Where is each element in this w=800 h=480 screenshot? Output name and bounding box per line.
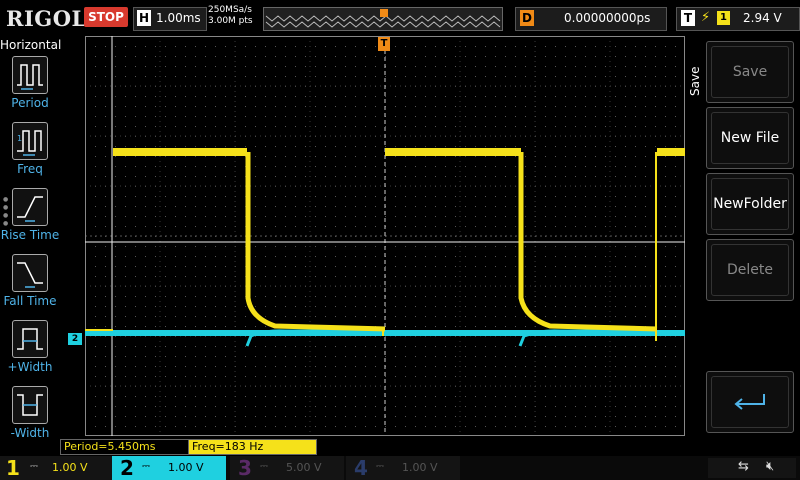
measure-menu-title: Horizontal bbox=[0, 38, 62, 52]
measure-positive-width-item[interactable]: +Width bbox=[0, 320, 60, 382]
waveform-display[interactable] bbox=[60, 36, 685, 452]
rise-time-icon bbox=[12, 188, 48, 226]
trigger-edge-icon: ⚡ bbox=[701, 10, 711, 25]
measure-rise-time-item[interactable]: Rise Time bbox=[0, 188, 60, 250]
new-folder-button[interactable]: NewFolder bbox=[706, 173, 794, 235]
delay-value: 0.00000000ps bbox=[564, 11, 651, 25]
measure-fall-time-item[interactable]: Fall Time bbox=[0, 254, 60, 316]
measure-freq-label: Freq bbox=[17, 162, 43, 176]
acquisition-info: 250MSa/s 3.00M pts bbox=[208, 5, 253, 27]
negative-width-icon bbox=[12, 386, 48, 424]
horizontal-timebase-box[interactable]: H 1.00ms bbox=[133, 7, 207, 31]
measure-rise-time-label: Rise Time bbox=[0, 228, 60, 242]
save-button-label: Save bbox=[711, 46, 789, 98]
measure-negative-width-item[interactable]: -Width bbox=[0, 386, 60, 448]
return-button[interactable] bbox=[706, 371, 794, 433]
ch1-coupling-icon: ⎓ bbox=[30, 461, 38, 472]
ch3-scale: 5.00 V bbox=[286, 461, 322, 474]
channel-status-bar: 1 ⎓ 1.00 V 2 ⎓ 1.00 V 3 ⎓ 5.00 V 4 ⎓ 1.0… bbox=[0, 456, 800, 480]
memory-overview-bar[interactable] bbox=[263, 7, 503, 31]
delete-button[interactable]: Delete bbox=[706, 239, 794, 301]
ch2-coupling-icon: ⎓ bbox=[142, 461, 150, 472]
trigger-box[interactable]: T ⚡ 1 2.94 V bbox=[676, 7, 800, 31]
ch1-scale: 1.00 V bbox=[52, 461, 88, 474]
measure-menu: Horizontal Period 1 Freq ● ● ● ● Rise Time … bbox=[0, 36, 62, 456]
return-arrow-icon bbox=[711, 376, 789, 428]
ch3-coupling-icon: ⎓ bbox=[260, 461, 268, 472]
ch4-coupling-icon: ⎓ bbox=[376, 461, 384, 472]
svg-text:1: 1 bbox=[17, 134, 22, 143]
ch2-status[interactable]: 2 ⎓ 1.00 V bbox=[112, 456, 226, 480]
grid-border bbox=[85, 36, 685, 436]
new-file-button-label: New File bbox=[711, 112, 789, 164]
memory-waveform-preview bbox=[265, 9, 501, 28]
memory-depth: 3.00M pts bbox=[208, 16, 253, 26]
period-icon bbox=[12, 56, 48, 94]
ch2-offset-marker[interactable]: 2 bbox=[68, 333, 82, 345]
status-icons-area: ⇆ 🔇︎ bbox=[708, 458, 796, 478]
delay-letter: D bbox=[520, 10, 534, 26]
period-readout[interactable]: Period=5.450ms bbox=[60, 439, 189, 455]
delay-box[interactable]: D 0.00000000ps bbox=[515, 7, 667, 31]
waveform-canvas[interactable] bbox=[60, 36, 685, 452]
ch3-status[interactable]: 3 ⎓ 5.00 V bbox=[230, 456, 344, 480]
measure-fall-time-label: Fall Time bbox=[3, 294, 57, 308]
ch2-waveform bbox=[85, 329, 685, 347]
mute-icon[interactable]: 🔇︎ bbox=[766, 459, 775, 474]
ch2-number: 2 bbox=[120, 456, 134, 480]
ch1-number: 1 bbox=[6, 456, 20, 480]
positive-width-icon bbox=[12, 320, 48, 358]
measure-freq-item[interactable]: 1 Freq bbox=[0, 122, 60, 184]
timebase-value: 1.00ms bbox=[156, 11, 201, 25]
usb-icon: ⇆ bbox=[738, 459, 749, 474]
delete-button-label: Delete bbox=[711, 244, 789, 296]
ch1-waveform bbox=[85, 148, 685, 341]
top-status-bar: RIGOL STOP H 1.00ms 250MSa/s 3.00M pts D… bbox=[0, 0, 800, 36]
save-menu-title: Save bbox=[688, 66, 702, 96]
trigger-source-channel: 1 bbox=[717, 11, 730, 25]
ch4-number: 4 bbox=[354, 456, 368, 480]
new-folder-button-label: NewFolder bbox=[711, 178, 789, 230]
measure-positive-width-label: +Width bbox=[7, 360, 53, 374]
ch2-scale: 1.00 V bbox=[168, 461, 204, 474]
freq-icon: 1 bbox=[12, 122, 48, 160]
trigger-letter: T bbox=[681, 10, 695, 26]
ch4-scale: 1.00 V bbox=[402, 461, 438, 474]
measure-period-label: Period bbox=[11, 96, 49, 110]
fall-time-icon bbox=[12, 254, 48, 292]
measure-period-item[interactable]: Period bbox=[0, 56, 60, 118]
new-file-button[interactable]: New File bbox=[706, 107, 794, 169]
trigger-position-marker[interactable]: T bbox=[378, 37, 390, 51]
save-button[interactable]: Save bbox=[706, 41, 794, 103]
ch4-status[interactable]: 4 ⎓ 1.00 V bbox=[346, 456, 460, 480]
rigol-logo: RIGOL bbox=[6, 6, 87, 31]
freq-readout[interactable]: Freq=183 Hz bbox=[188, 439, 317, 455]
measure-negative-width-label: -Width bbox=[10, 426, 50, 440]
memory-trigger-marker bbox=[380, 9, 388, 17]
ch1-status[interactable]: 1 ⎓ 1.00 V bbox=[0, 456, 114, 480]
horizontal-letter: H bbox=[137, 10, 151, 26]
page-indicator-dots: ● ● ● ● bbox=[3, 196, 9, 227]
run-stop-indicator[interactable]: STOP bbox=[84, 7, 128, 27]
sample-rate: 250MSa/s bbox=[208, 5, 252, 15]
ch3-number: 3 bbox=[238, 456, 252, 480]
trigger-level: 2.94 V bbox=[743, 11, 782, 25]
